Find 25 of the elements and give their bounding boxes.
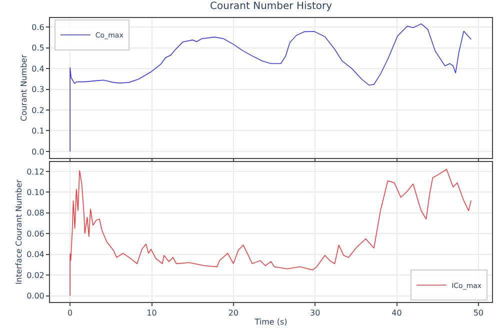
y-tick-label: 0.10 [26,188,44,197]
y-tick-label: 0.6 [32,22,44,32]
y-tick-label: 0.0 [32,147,44,156]
x-tick-label: 20 [228,308,239,318]
x-tick-label: 40 [392,308,402,318]
y-tick-label: 0.4 [32,64,44,74]
x-tick-label: 10 [146,308,157,318]
y-tick-label: 0.1 [32,126,44,136]
x-tick-label: 50 [473,308,484,318]
y-axis-title: Interface Courant Number [14,178,24,285]
y-tick-label: 0.3 [32,85,44,94]
line-series [70,23,472,152]
y-tick-label: 0.00 [26,292,44,301]
x-tick-label: 30 [310,308,320,318]
chart-title: Courant Number History [210,1,332,12]
y-tick-label: 0.5 [32,44,44,53]
y-tick-label: 0.06 [26,229,44,238]
y-tick-label: 0.02 [26,270,44,280]
y-axis-title: Courant Number [19,54,28,122]
y-tick-label: 0.04 [26,250,44,260]
x-tick-label: 0 [68,308,73,318]
x-axis-title: Time (s) [254,318,288,327]
y-tick-label: 0.08 [26,208,44,218]
y-tick-label: 0.2 [32,106,44,115]
y-tick-label: 0.12 [26,167,44,176]
